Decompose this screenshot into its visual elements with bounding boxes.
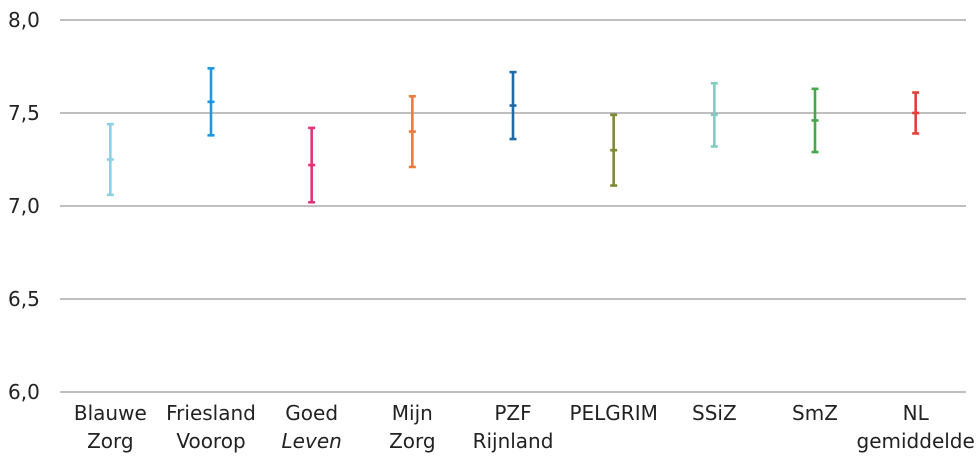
x-tick-label: PELGRIM (569, 401, 657, 425)
error-bar (710, 81, 718, 148)
error-bar (912, 91, 920, 135)
y-tick-label: 6,5 (8, 287, 40, 311)
error-bar (207, 67, 215, 137)
error-bars (106, 67, 920, 204)
x-axis-category-labels: Blauwe Zorg Friesland Voorop Goed Leven Mijn Zo… (74, 401, 975, 453)
x-tick-label: SSiZ (692, 401, 737, 425)
y-tick-label: 7,5 (8, 101, 40, 125)
error-bar (610, 113, 618, 187)
x-tick-label: PZF Rijnland (473, 401, 554, 453)
x-tick-label: SmZ (792, 401, 838, 425)
y-tick-label: 8,0 (8, 8, 40, 32)
error-bar (106, 122, 114, 197)
x-tick-label: Mijn Zorg (389, 401, 436, 453)
error-bar (408, 94, 416, 169)
error-bar (811, 87, 819, 154)
x-tick-label: NL gemiddelde (857, 401, 975, 453)
y-tick-label: 7,0 (8, 194, 40, 218)
y-tick-label: 6,0 (8, 380, 40, 404)
y-axis-tick-labels: 6,0 6,5 7,0 7,5 8,0 (8, 8, 40, 404)
x-tick-label: Blauwe Zorg (74, 401, 147, 453)
x-tick-label: Goed Leven (282, 401, 342, 453)
error-bar (308, 126, 316, 204)
x-tick-label: Friesland Voorop (166, 401, 256, 453)
error-bar (509, 70, 517, 141)
